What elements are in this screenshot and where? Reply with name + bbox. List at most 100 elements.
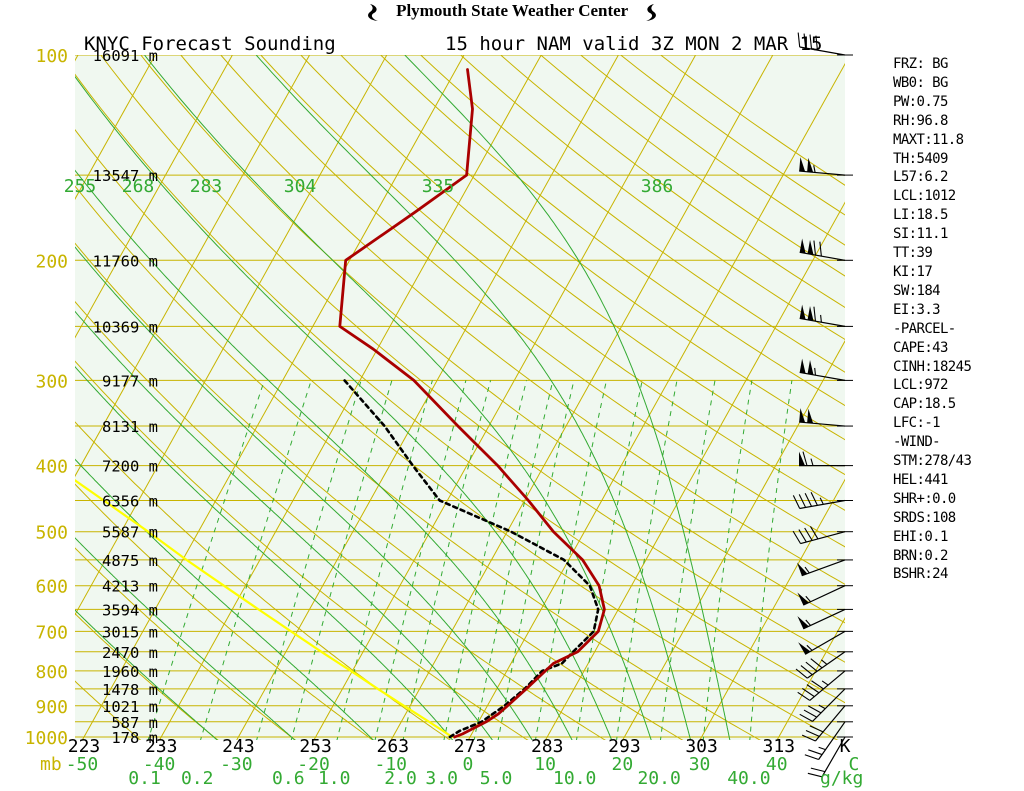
- sounding-index-item: CINH:18245: [893, 358, 972, 375]
- kelvin-label: 223: [68, 736, 101, 757]
- mixing-ratio-line: [374, 380, 467, 740]
- isotherm-line: [75, 55, 233, 339]
- sounding-index-item: LCL:972: [893, 377, 948, 394]
- dry-adiabat-line: [220, 55, 845, 548]
- celsius-label: 20: [612, 754, 634, 775]
- mixing-ratio-label: 40.0: [727, 768, 770, 789]
- dewpoint-trace: [343, 379, 600, 739]
- plot-background: [75, 55, 845, 740]
- sounding-index-item: EI:3.3: [893, 301, 941, 318]
- theta-label: 386: [641, 176, 674, 197]
- barb-feather: [792, 530, 802, 544]
- wind-barb: [799, 408, 853, 427]
- theta-label: 335: [422, 176, 455, 197]
- dry-adiabat-line: [100, 55, 845, 663]
- barb-feather: [798, 494, 807, 508]
- barb-flag: [797, 616, 809, 629]
- barb-flag: [807, 157, 814, 173]
- chart-subtitle: 15 hour NAM valid 3Z MON 2 MAR 15: [445, 33, 823, 55]
- sounding-index-item: L57:6.2: [893, 169, 948, 186]
- mixing-ratio-line: [616, 380, 678, 740]
- sounding-index-item: STM:278/43: [893, 453, 972, 470]
- mixing-ratio-label: 2.0: [384, 768, 417, 789]
- dry-adiabat-line: [75, 547, 297, 740]
- isotherm-line: [544, 201, 845, 740]
- mixing-ratio-line: [534, 380, 607, 740]
- celsius-label: -20: [297, 754, 330, 775]
- mixing-ratio-label: 0.1: [128, 768, 161, 789]
- barb-staff: [799, 317, 846, 327]
- sounding-index-item: LFC:-1: [893, 415, 941, 432]
- kelvin-label: 313: [763, 736, 796, 757]
- dry-adiabat-line: [75, 129, 839, 740]
- sounding-index-item: WB0: BG: [893, 74, 948, 91]
- isotherm-line: [776, 617, 845, 740]
- wind-barb: [797, 32, 853, 56]
- mixing-ratio-label: 10.0: [553, 768, 596, 789]
- storm-left-icon: [367, 4, 378, 22]
- dry-adiabat-line: [75, 242, 684, 740]
- mixing-ratio-line: [749, 380, 793, 740]
- sounding-index-item: LI:18.5: [893, 207, 948, 224]
- pressure-label: 500: [35, 523, 68, 544]
- kelvin-label: 273: [454, 736, 487, 757]
- barb-feather: [810, 767, 826, 773]
- sounding-index-item: SI:11.1: [893, 226, 948, 243]
- mixing-ratio-label: 0.2: [181, 768, 214, 789]
- mixing-ratio-line: [443, 380, 527, 740]
- barb-feather: [813, 306, 817, 322]
- barb-flag: [799, 451, 805, 466]
- sounding-index-item: -PARCEL-: [893, 320, 956, 337]
- wind-barb: [807, 736, 853, 778]
- moist-adiabat-line: [75, 609, 218, 740]
- sounding-index-item: TT:39: [893, 245, 933, 262]
- wind-barb: [799, 304, 853, 327]
- height-label: 4875 m: [102, 552, 158, 570]
- sounding-index-item: FRZ: BG: [893, 56, 948, 72]
- dry-adiabat-line: [379, 55, 845, 407]
- height-label: 2470 m: [102, 644, 158, 662]
- celsius-label: -10: [374, 754, 407, 775]
- dry-adiabat-line: [75, 612, 219, 740]
- moist-adiabat-line: [75, 75, 613, 740]
- barb-feather: [809, 725, 824, 733]
- dry-adiabat-line: [300, 55, 845, 476]
- moist-adiabat-line: [144, 55, 652, 740]
- celsius-label: -40: [143, 754, 176, 775]
- barb-half-feather: [820, 314, 822, 323]
- sounding-index-item: LCL:1012: [893, 188, 956, 205]
- theta-label: 283: [190, 176, 223, 197]
- sounding-index-item: MAXT:11.8: [893, 131, 964, 148]
- barb-flag: [799, 157, 806, 172]
- wind-barb: [792, 492, 853, 510]
- barb-feather: [804, 527, 813, 541]
- barb-feather: [802, 451, 808, 466]
- mixing-ratio-label: 5.0: [480, 768, 513, 789]
- barb-feather: [808, 749, 823, 756]
- wind-barb: [792, 526, 853, 545]
- wind-barb: [804, 721, 853, 761]
- barb-half-feather: [818, 746, 826, 751]
- height-label: 3594 m: [102, 601, 158, 619]
- height-label: 8131 m: [102, 418, 158, 436]
- isotherm-line: [75, 55, 79, 62]
- barb-feather: [810, 658, 823, 669]
- height-label: 1960 m: [102, 663, 158, 681]
- height-label: 6356 m: [102, 492, 158, 510]
- sounding-indices-panel: FRZ: BG WB0: BG PW:0.75 RH:96.8 MAXT:11.8 TH:…: [893, 55, 1023, 584]
- wind-barb: [799, 238, 853, 261]
- barb-flag: [799, 358, 806, 374]
- barb-feather: [800, 665, 813, 676]
- barb-staff: [814, 705, 846, 742]
- dry-adiabat-line: [419, 55, 845, 373]
- height-label: 587 m: [111, 714, 158, 732]
- barb-feather: [811, 680, 824, 690]
- sounding-index-item: SW:184: [893, 282, 941, 299]
- sounding-index-item: KI:17: [893, 263, 933, 280]
- dry-adiabat-line: [75, 421, 452, 740]
- barb-half-feather: [805, 595, 811, 603]
- barb-feather: [798, 529, 807, 543]
- isotherm-line: [75, 55, 388, 616]
- barb-flag: [797, 592, 809, 606]
- pressure-label: 600: [35, 577, 68, 598]
